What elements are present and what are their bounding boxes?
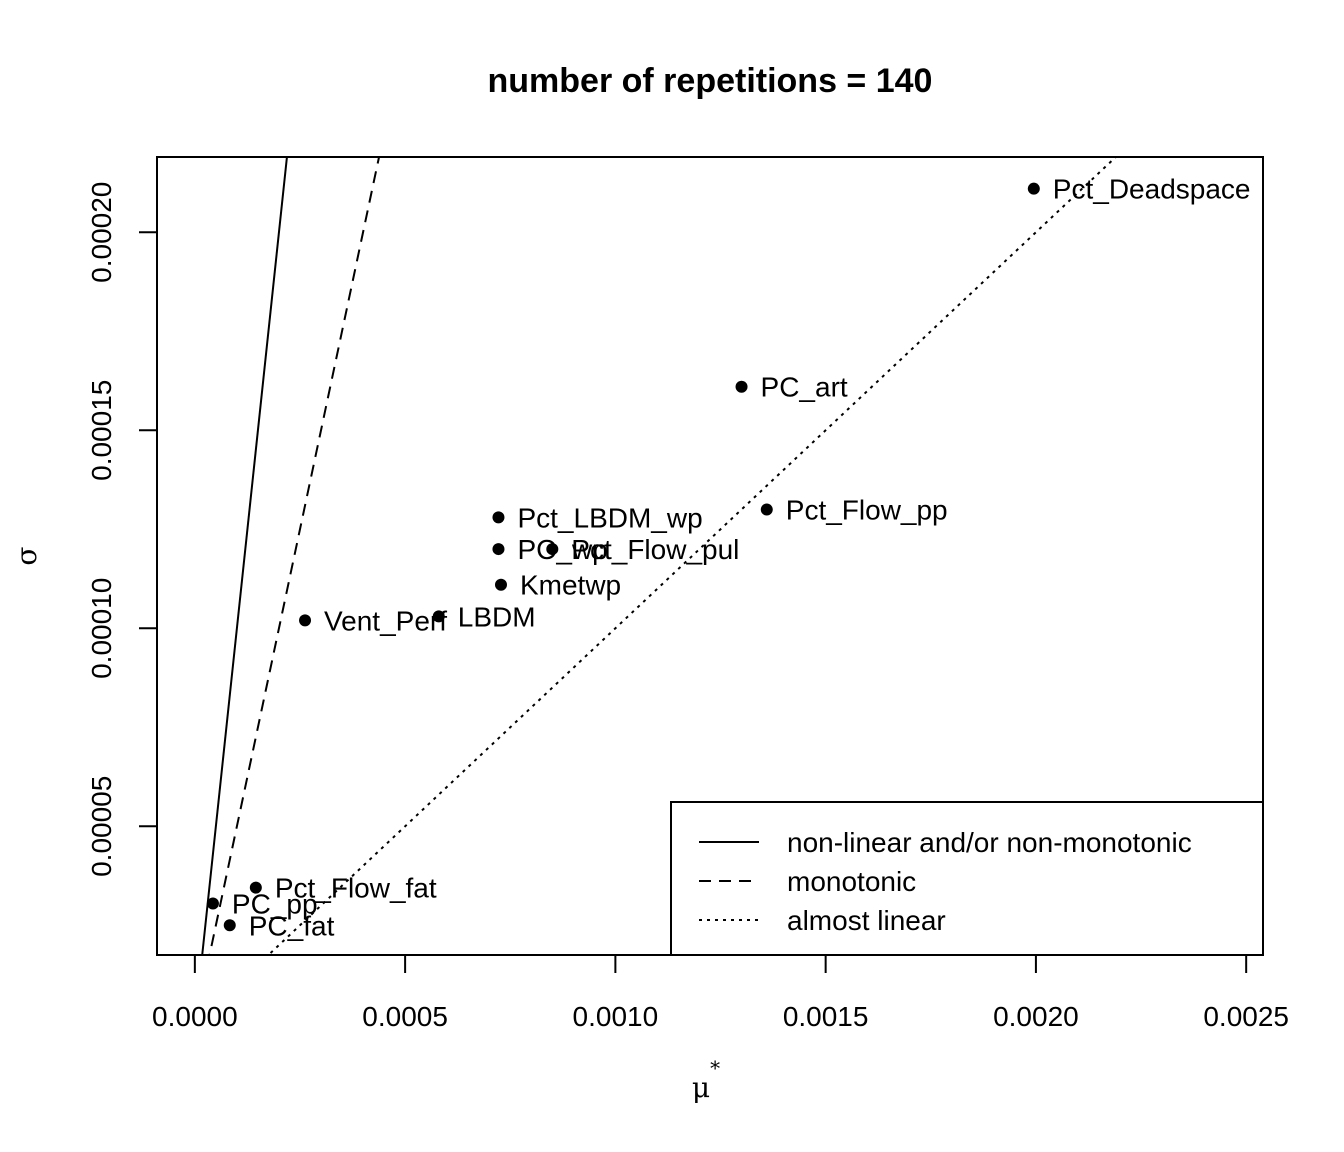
chart-title: number of repetitions = 140	[488, 62, 933, 100]
data-point-label: LBDM	[458, 601, 536, 632]
y-tick-label: 0.00005	[86, 776, 117, 877]
data-points	[206, 182, 1040, 932]
data-point	[760, 503, 773, 516]
legend-entry-label: non-linear and/or non-monotonic	[787, 827, 1192, 858]
data-point	[494, 578, 507, 591]
y-axis-label: σ	[10, 546, 43, 565]
data-point	[546, 543, 559, 556]
data-point-label: PC_wp	[517, 534, 607, 565]
x-tick-label: 0.0005	[362, 1001, 448, 1032]
y-axis: 0.00005 0.00010 0.00015 0.00020	[86, 182, 158, 877]
x-tick-label: 0.0010	[573, 1001, 659, 1032]
legend-entry-label: almost linear	[787, 905, 946, 936]
x-tick-label: 0.0020	[993, 1001, 1079, 1032]
data-point	[249, 881, 262, 894]
y-tick-label: 0.00020	[86, 182, 117, 283]
data-point	[299, 614, 312, 627]
legend-box	[670, 801, 1264, 956]
legend-entry-label: monotonic	[787, 866, 916, 897]
x-axis-label-superscript: *	[710, 1056, 720, 1080]
x-tick-label: 0.0025	[1203, 1001, 1289, 1032]
x-tick-label: 0.0015	[783, 1001, 869, 1032]
data-point	[1027, 182, 1040, 195]
y-tick-label: 0.00010	[86, 578, 117, 679]
data-point-label: Pct_Flow_pul	[571, 534, 739, 565]
data-point-label: Vent_Perf	[324, 605, 447, 636]
data-point-label: Pct_Flow_pp	[786, 494, 948, 525]
data-point-label: Pct_LBDM_wp	[517, 502, 702, 533]
y-tick-label: 0.00015	[86, 380, 117, 481]
data-point	[206, 897, 219, 910]
data-point	[492, 543, 505, 556]
point-labels: Pct_Deadspace PC_art Pct_Flow_pp Pct_LBDM_w…	[232, 174, 1251, 942]
data-point-label: PC_pp	[232, 889, 318, 920]
data-point	[432, 610, 445, 623]
data-point	[223, 919, 236, 932]
legend: non-linear and/or non-monotonic monotonic…	[670, 801, 1264, 956]
x-axis-label: μ*	[692, 1056, 720, 1104]
x-axis: 0.0000 0.0005 0.0010 0.0015 0.0020 0.0025	[152, 954, 1289, 1032]
data-point	[735, 380, 748, 393]
x-axis-label-main: μ	[692, 1071, 710, 1104]
data-point-label: Kmetwp	[520, 570, 621, 601]
data-point-label: PC_art	[761, 372, 848, 403]
data-point-label: Pct_Flow_fat	[275, 873, 437, 904]
x-tick-label: 0.0000	[152, 1001, 238, 1032]
data-point-label: Pct_Deadspace	[1053, 174, 1251, 205]
data-point	[492, 511, 505, 524]
data-point-label: PC_fat	[249, 910, 335, 941]
